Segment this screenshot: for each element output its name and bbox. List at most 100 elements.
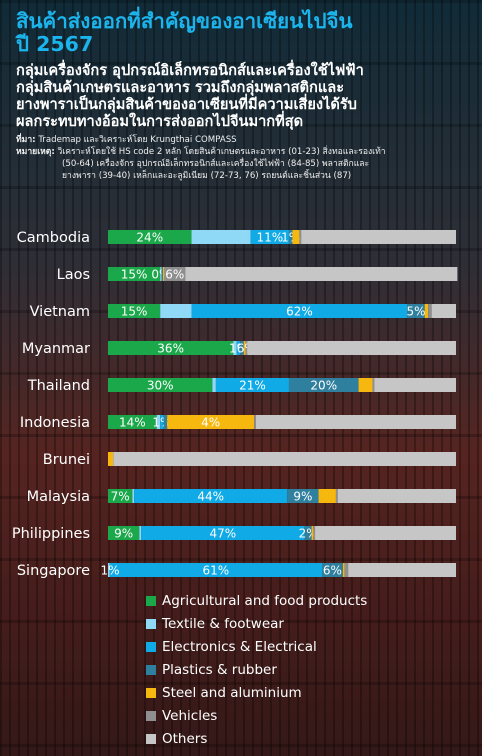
category-label-malaysia: Malaysia	[27, 489, 90, 505]
bar-segment-vietnam-6	[431, 304, 456, 318]
bar-segment-myanmar-0	[108, 341, 234, 355]
bar-segment-laos-6	[185, 267, 458, 281]
data-label-malaysia-0: 7%	[111, 490, 130, 504]
data-label-laos-0: 15%	[121, 268, 148, 282]
bar-segment-malaysia-2	[134, 489, 288, 503]
bar-segment-malaysia-3	[287, 489, 319, 503]
category-label-myanmar: Myanmar	[22, 341, 90, 357]
bar-segment-singapore-2	[109, 563, 323, 577]
page-title: สินค้าส่งออกที่สำคัญของอาเซียนไปจีน ปี 2…	[16, 10, 476, 56]
bar-segment-indonesia-1	[156, 415, 161, 429]
category-label-indonesia: Indonesia	[20, 415, 90, 431]
bar-segment-thailand-6	[374, 378, 456, 392]
legend-label: Plastics & rubber	[162, 661, 277, 678]
category-label-laos: Laos	[57, 267, 90, 283]
data-label-indonesia-0: 14%	[119, 416, 146, 430]
bar-segment-vietnam-0	[108, 304, 161, 318]
bar-segment-laos-5	[164, 267, 186, 281]
legend-swatch	[146, 733, 156, 744]
category-label-brunei: Brunei	[43, 452, 90, 468]
bar-segment-malaysia-1	[132, 489, 135, 503]
legend-swatch	[146, 595, 156, 606]
bar-segment-cambodia-3	[288, 230, 293, 244]
title-line-1: สินค้าส่งออกที่สำคัญของอาเซียนไปจีน	[16, 9, 353, 33]
data-label-vietnam-2: 62%	[286, 305, 313, 319]
bar-segment-philippines-2	[141, 526, 305, 540]
remark-label: หมายเหตุ:	[16, 147, 55, 157]
data-label-singapore-extra: 1%	[100, 564, 119, 578]
data-label-cambodia-0: 24%	[136, 231, 163, 245]
data-label-thailand-3: 20%	[310, 379, 337, 393]
bar-segment-thailand-3	[288, 378, 359, 392]
data-label-singapore-2: 61%	[203, 564, 230, 578]
legend-label: Steel and aluminium	[162, 684, 302, 701]
legend-item-plastics: Plastics & rubber	[146, 658, 367, 681]
source-label: ที่มา:	[16, 135, 36, 145]
bar-segment-vietnam-1	[160, 304, 192, 318]
bar-segment-brunei-4	[108, 452, 114, 466]
bar-segment-cambodia-5	[299, 230, 302, 244]
legend-label: Textile & footwear	[162, 615, 284, 632]
chart-legend: Agricultural and food products Textile &…	[146, 589, 367, 750]
category-label-singapore: Singapore	[17, 563, 90, 579]
page-subtitle: กลุ่มเครื่องจักร อุปกรณ์อิเล็กทรอนิกส์แล…	[16, 62, 476, 130]
data-label-thailand-0: 30%	[147, 379, 174, 393]
legend-swatch	[146, 664, 156, 675]
subtitle-line-3: ยางพาราเป็นกลุ่มสินค้าของอาเซียนที่มีควา…	[16, 96, 357, 113]
data-label-cambodia-2: 11%	[256, 231, 283, 245]
bar-segment-singapore-6	[348, 563, 456, 577]
bar-segment-philippines-3	[304, 526, 312, 540]
category-label-thailand: Thailand	[27, 378, 90, 394]
bar-segment-indonesia-5	[254, 415, 256, 429]
bar-segment-singapore-1	[108, 563, 110, 577]
legend-item-others: Others	[146, 727, 367, 750]
data-label-malaysia-3: 9%	[293, 490, 312, 504]
bar-segment-indonesia-0	[108, 415, 157, 429]
bar-segment-indonesia-3	[163, 415, 168, 429]
legend-label: Vehicles	[162, 707, 218, 724]
bar-segment-vietnam-5	[428, 304, 432, 318]
bar-segment-myanmar-1	[233, 341, 237, 355]
bar-segment-vietnam-4	[424, 304, 429, 318]
bar-segment-malaysia-6	[337, 489, 456, 503]
bar-segment-thailand-4	[358, 378, 373, 392]
bar-segment-philippines-6	[315, 526, 456, 540]
title-line-2: ปี 2567	[16, 32, 94, 56]
bar-segment-laos-3	[161, 267, 163, 281]
data-label-malaysia-2: 44%	[197, 490, 224, 504]
bar-segment-vietnam-3	[407, 304, 425, 318]
category-label-cambodia: Cambodia	[17, 230, 90, 246]
bar-segment-cambodia-4	[292, 230, 300, 244]
category-label-philippines: Philippines	[12, 526, 90, 542]
remark-line-1: วิเคราะห์โดยใช้ HS code 2 หลัก โดยสินค้า…	[54, 147, 386, 157]
bar-segment-malaysia-4	[318, 489, 336, 503]
remark-line-3: ยางพารา (39-40) เหล็กและอะลูมิเนียม (72-…	[62, 171, 352, 181]
bar-segment-laos-0	[108, 267, 161, 281]
bar-segment-cambodia-6	[301, 230, 456, 244]
bar-segment-philippines-5	[313, 526, 316, 540]
legend-item-electronics: Electronics & Electrical	[146, 635, 367, 658]
category-label-vietnam: Vietnam	[30, 304, 90, 320]
legend-swatch	[146, 618, 156, 629]
legend-item-textile: Textile & footwear	[146, 612, 367, 635]
bar-segment-myanmar-6	[247, 341, 456, 355]
data-label-vietnam-0: 15%	[121, 305, 148, 319]
subtitle-line-2: กลุ่มสินค้าเกษตรและอาหาร รวมถึงกลุ่มพลาส…	[16, 79, 345, 96]
data-label-singapore-3: 6%	[323, 564, 342, 578]
bar-segment-thailand-5	[372, 378, 375, 392]
data-label-thailand-2: 21%	[239, 379, 266, 393]
bar-segment-malaysia-5	[335, 489, 338, 503]
subtitle-line-1: กลุ่มเครื่องจักร อุปกรณ์อิเล็กทรอนิกส์แล…	[16, 62, 364, 79]
bar-segment-laos-4	[162, 267, 165, 281]
legend-item-vehicles: Vehicles	[146, 704, 367, 727]
legend-swatch	[146, 710, 156, 721]
data-label-laos-5: 6%	[165, 268, 184, 282]
bar-segment-indonesia-2	[160, 415, 164, 429]
legend-label: Electronics & Electrical	[162, 638, 317, 655]
bar-segment-singapore-4	[342, 563, 345, 577]
bar-segment-myanmar-3	[240, 341, 244, 355]
legend-label: Agricultural and food products	[162, 592, 368, 609]
header: สินค้าส่งออกที่สำคัญของอาเซียนไปจีน ปี 2…	[16, 10, 476, 182]
bar-segment-cambodia-2	[250, 230, 289, 244]
